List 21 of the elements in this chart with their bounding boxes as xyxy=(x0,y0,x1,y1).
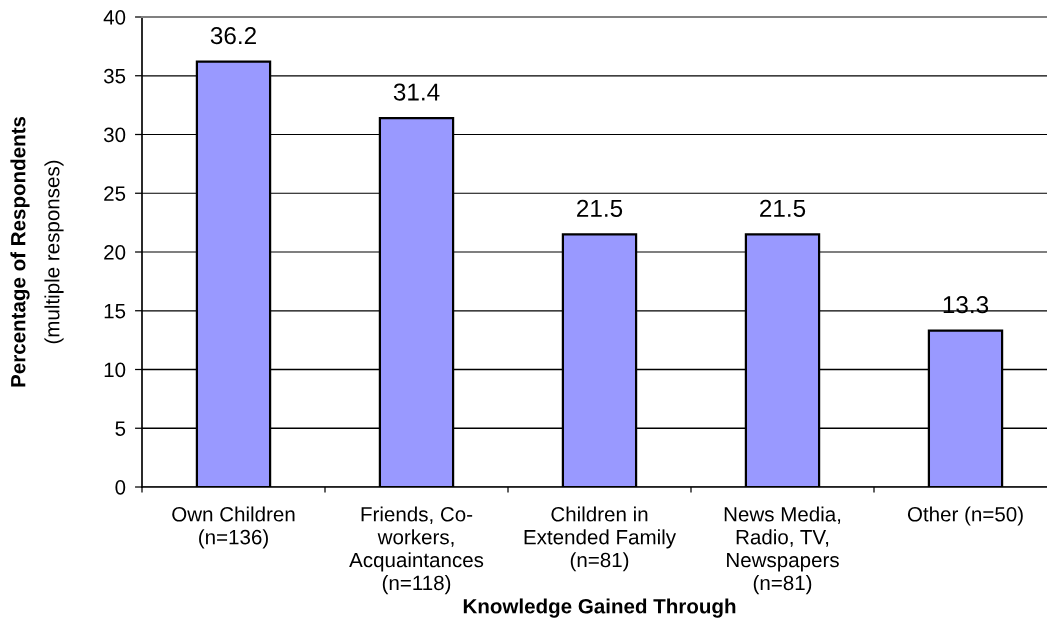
y-tick-label: 15 xyxy=(104,304,126,319)
data-label: 36.2 xyxy=(210,27,256,45)
y-tick-label: 5 xyxy=(115,421,126,436)
y-tick-label: 35 xyxy=(103,68,126,84)
x-tick-label: Children in Extended Family (n=81) xyxy=(524,506,677,572)
x-tick-label: Friends, Co- workers, Acquaintances (n=118) xyxy=(349,506,484,595)
x-tick-label: Own Children (n=136) xyxy=(172,506,295,549)
x-tick-label: News Media, Radio, TV, Newspapers (n=81) xyxy=(724,506,841,595)
y-tick-label: 40 xyxy=(103,10,126,25)
x-tick-label: Other (n=50) xyxy=(907,506,1023,526)
data-label: 21.5 xyxy=(760,199,806,217)
y-tick-label: 10 xyxy=(104,362,126,378)
y-tick-label: 20 xyxy=(104,245,126,260)
y-tick-label: 25 xyxy=(104,186,126,201)
data-label: 13.3 xyxy=(943,296,989,314)
x-axis-title: Knowledge Gained Through xyxy=(463,598,736,618)
data-label: 31.4 xyxy=(393,83,440,101)
y-tick-label: 30 xyxy=(103,127,126,143)
y-axis-title: Percentage of Respondents (multiple responses) xyxy=(10,116,64,387)
y-tick-label: 0 xyxy=(115,480,126,495)
data-label: 21.5 xyxy=(577,199,623,217)
